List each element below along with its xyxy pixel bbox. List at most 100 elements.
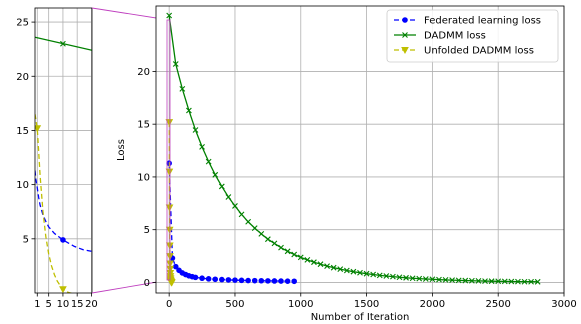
main-y-tick-label: 15 xyxy=(137,120,150,131)
data-point-series-1 xyxy=(186,107,192,114)
x-axis-label: Number of Iteration xyxy=(311,312,410,323)
inset-x-tick-label: 1 xyxy=(34,299,40,310)
main-x-tick-label: 1500 xyxy=(354,299,379,310)
data-point-series-1 xyxy=(304,256,311,263)
data-point-series-1 xyxy=(495,278,502,285)
inset-x-tick-label: 15 xyxy=(71,299,84,310)
data-point-series-0 xyxy=(212,276,219,283)
data-point-series-1 xyxy=(337,266,344,273)
data-point-series-1 xyxy=(501,278,508,285)
legend: Federated learning loss DADMM loss Unfolde… xyxy=(386,9,559,63)
main-y-tick-label: 0 xyxy=(144,278,150,289)
data-point-series-1 xyxy=(482,278,488,284)
data-point-series-1 xyxy=(179,85,186,92)
data-point-series-1 xyxy=(390,273,396,280)
inset-y-tick-label: 15 xyxy=(16,126,29,137)
data-point-series-1 xyxy=(172,61,179,67)
data-point-series-1 xyxy=(462,277,469,284)
y-axis-label: Loss xyxy=(116,139,127,161)
data-point-series-0 xyxy=(251,277,258,284)
inset-y-tick-label: 10 xyxy=(16,180,29,191)
inset-series-line-0 xyxy=(35,170,92,252)
main-x-tick-label: 3000 xyxy=(551,299,576,310)
data-point-series-1 xyxy=(311,259,317,266)
legend-marker-2 xyxy=(401,47,409,55)
data-point-series-1 xyxy=(205,158,212,165)
inset-x-tick-label: 5 xyxy=(45,299,51,310)
main-y-tick-label: 20 xyxy=(137,67,150,78)
data-point-series-0 xyxy=(225,277,232,283)
inset-data-point-series-0 xyxy=(60,237,66,243)
data-point-series-0 xyxy=(238,277,245,284)
data-point-series-1 xyxy=(343,267,350,274)
main-x-tick-label: 1000 xyxy=(288,299,313,310)
data-point-series-1 xyxy=(468,277,475,284)
data-point-series-1 xyxy=(297,254,304,261)
data-point-series-1 xyxy=(166,12,173,19)
data-point-series-0 xyxy=(245,277,251,284)
data-point-series-1 xyxy=(449,277,456,284)
inset-y-tick-label: 5 xyxy=(23,234,29,245)
data-point-series-1 xyxy=(403,274,409,281)
inset-data-point-series-2 xyxy=(35,125,42,133)
legend-label-1: DADMM loss xyxy=(424,31,486,42)
data-point-series-0 xyxy=(199,275,205,282)
data-point-series-1 xyxy=(278,244,284,251)
data-point-series-1 xyxy=(436,276,442,283)
data-point-series-1 xyxy=(508,278,515,285)
main-frame xyxy=(155,5,565,294)
data-point-series-1 xyxy=(528,278,534,285)
inset-x-tick-label: 10 xyxy=(57,299,70,310)
data-point-series-1 xyxy=(515,278,521,285)
main-x-tick-label: 0 xyxy=(166,299,172,310)
data-point-series-0 xyxy=(278,278,284,284)
legend-box xyxy=(386,9,559,63)
data-point-series-1 xyxy=(534,278,541,285)
data-point-series-1 xyxy=(363,270,370,277)
data-point-series-0 xyxy=(232,277,238,283)
main-x-tick-label: 2500 xyxy=(485,299,510,310)
data-point-series-0 xyxy=(265,278,271,284)
data-point-series-1 xyxy=(488,278,495,285)
inset-y-tick-label: 25 xyxy=(16,18,29,29)
data-point-series-1 xyxy=(264,236,271,243)
data-point-series-0 xyxy=(192,274,199,281)
inset-x-tick-label: 20 xyxy=(85,299,98,310)
data-point-series-1 xyxy=(350,268,357,275)
data-point-series-1 xyxy=(324,263,330,269)
data-point-series-1 xyxy=(429,276,436,283)
data-point-series-0 xyxy=(284,278,291,284)
main-x-tick-label: 2000 xyxy=(420,299,445,310)
inset-data-point-series-2 xyxy=(59,286,67,293)
legend-marker-0 xyxy=(402,17,408,23)
data-point-series-1 xyxy=(271,240,278,247)
data-point-series-1 xyxy=(521,278,528,285)
data-point-series-0 xyxy=(271,278,278,284)
data-point-series-1 xyxy=(330,264,337,271)
data-point-series-1 xyxy=(416,275,423,282)
main-y-tick-label: 5 xyxy=(144,225,150,236)
data-point-series-2 xyxy=(165,168,174,176)
data-point-series-1 xyxy=(258,231,265,237)
data-point-series-1 xyxy=(238,211,245,218)
data-point-series-1 xyxy=(376,272,383,279)
main-x-tick-label: 500 xyxy=(225,299,244,310)
data-point-series-1 xyxy=(422,276,429,282)
data-point-series-1 xyxy=(383,273,390,279)
data-point-series-1 xyxy=(192,127,199,133)
data-point-series-0 xyxy=(205,276,212,282)
data-point-series-1 xyxy=(284,248,291,255)
data-point-series-2 xyxy=(165,204,174,212)
data-point-series-1 xyxy=(245,218,252,225)
inset-y-tick-label: 20 xyxy=(16,72,29,83)
data-point-series-1 xyxy=(396,274,403,281)
data-point-series-1 xyxy=(357,269,363,276)
main-y-tick-label: 10 xyxy=(137,172,150,183)
legend-marker-1 xyxy=(402,32,408,38)
data-point-series-1 xyxy=(199,143,205,150)
legend-label-2: Unfolded DADMM loss xyxy=(424,46,534,57)
data-point-series-1 xyxy=(475,277,482,284)
data-point-series-2 xyxy=(167,279,176,287)
